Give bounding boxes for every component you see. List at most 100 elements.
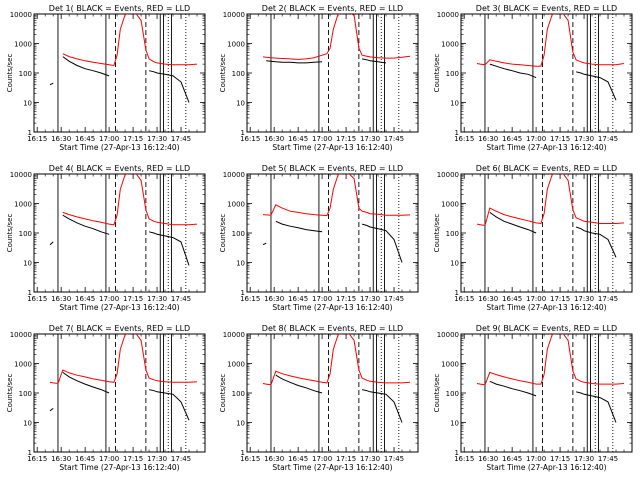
x-tick-label: 17:45 bbox=[598, 295, 618, 303]
detector-panel-7: Det 7( BLACK = Events, RED = LLD 1 10 100 10… bbox=[6, 324, 206, 472]
x-axis-label: Start Time (27-Apr-13 16:12:40) bbox=[59, 303, 179, 312]
y-tick-label: 10 bbox=[236, 420, 245, 428]
y-tick-label: 10 bbox=[23, 420, 32, 428]
y-axis-label: Counts/sec bbox=[219, 374, 227, 413]
x-tick-label: 16:45 bbox=[288, 135, 308, 143]
x-tick-label: 17:45 bbox=[384, 295, 404, 303]
y-tick-label: 1 bbox=[28, 129, 32, 137]
y-tick-label: 10000 bbox=[437, 11, 459, 19]
y-axis-label: Counts/sec bbox=[433, 214, 441, 253]
panel-title: Det 4( BLACK = Events, RED = LLD bbox=[49, 164, 190, 173]
x-tick-label: 16:45 bbox=[502, 135, 522, 143]
y-axis-label: Counts/sec bbox=[219, 214, 227, 253]
x-tick-label: 16:15 bbox=[27, 295, 47, 303]
x-tick-label: 16:15 bbox=[454, 455, 474, 463]
x-tick-label: 16:15 bbox=[454, 295, 474, 303]
x-tick-label: 16:30 bbox=[478, 455, 498, 463]
y-tick-label: 100 bbox=[232, 390, 245, 398]
x-tick-label: 17:15 bbox=[336, 295, 356, 303]
events-series-line bbox=[49, 371, 190, 421]
y-tick-label: 1 bbox=[455, 449, 459, 457]
x-tick-label: 17:00 bbox=[99, 455, 119, 463]
y-tick-label: 1000 bbox=[227, 201, 245, 209]
lld-series-line bbox=[476, 14, 625, 67]
y-tick-label: 1000 bbox=[14, 201, 32, 209]
y-tick-label: 1000 bbox=[227, 41, 245, 49]
y-tick-label: 100 bbox=[232, 230, 245, 238]
events-series-line bbox=[49, 56, 190, 103]
lld-series-line bbox=[476, 334, 625, 386]
y-axis-label: Counts/sec bbox=[6, 374, 14, 413]
plot-frame bbox=[460, 13, 633, 133]
x-tick-label: 16:15 bbox=[240, 135, 260, 143]
panel-title: Det 6( BLACK = Events, RED = LLD bbox=[476, 164, 617, 173]
x-axis-label: Start Time (27-Apr-13 16:12:40) bbox=[486, 303, 606, 312]
x-tick-label: 17:00 bbox=[312, 295, 332, 303]
x-axis-label: Start Time (27-Apr-13 16:12:40) bbox=[272, 143, 392, 152]
detector-panel-6: Det 6( BLACK = Events, RED = LLD 1 10 100 10… bbox=[433, 164, 633, 312]
x-tick-label: 17:00 bbox=[312, 135, 332, 143]
x-tick-label: 17:30 bbox=[574, 295, 594, 303]
panel-title: Det 8( BLACK = Events, RED = LLD bbox=[262, 324, 403, 333]
y-tick-label: 10000 bbox=[223, 331, 245, 339]
y-tick-label: 10 bbox=[450, 260, 459, 268]
y-tick-label: 100 bbox=[446, 230, 459, 238]
x-tick-label: 16:15 bbox=[240, 455, 260, 463]
x-tick-label: 17:45 bbox=[171, 135, 191, 143]
y-tick-label: 100 bbox=[19, 230, 32, 238]
y-tick-label: 10000 bbox=[437, 331, 459, 339]
lld-series-line bbox=[262, 174, 411, 217]
x-tick-label: 16:45 bbox=[75, 295, 95, 303]
detector-panel-9: Det 9( BLACK = Events, RED = LLD 1 10 100 10… bbox=[433, 324, 633, 472]
detector-panel-8: Det 8( BLACK = Events, RED = LLD 1 10 100 10… bbox=[219, 324, 419, 472]
x-tick-label: 17:30 bbox=[574, 455, 594, 463]
y-tick-label: 10 bbox=[23, 260, 32, 268]
y-tick-label: 10000 bbox=[10, 331, 32, 339]
y-tick-label: 1 bbox=[241, 289, 245, 297]
x-tick-label: 16:15 bbox=[27, 455, 47, 463]
plot-frame bbox=[33, 173, 206, 293]
y-tick-label: 10 bbox=[450, 100, 459, 108]
events-series-line bbox=[489, 380, 617, 423]
x-axis-label: Start Time (27-Apr-13 16:12:40) bbox=[486, 463, 606, 472]
y-tick-label: 1000 bbox=[441, 361, 459, 369]
x-tick-label: 17:15 bbox=[550, 295, 570, 303]
y-tick-label: 10000 bbox=[223, 11, 245, 19]
x-tick-label: 16:45 bbox=[502, 295, 522, 303]
x-tick-label: 17:30 bbox=[574, 135, 594, 143]
y-axis-label: Counts/sec bbox=[6, 54, 14, 93]
x-tick-label: 17:30 bbox=[147, 295, 167, 303]
x-tick-label: 17:30 bbox=[147, 135, 167, 143]
lld-series-line bbox=[476, 174, 625, 227]
lld-series-line bbox=[62, 174, 198, 226]
plot-frame bbox=[33, 13, 206, 133]
y-tick-label: 1 bbox=[241, 129, 245, 137]
y-tick-label: 1000 bbox=[14, 41, 32, 49]
events-series-line bbox=[489, 63, 617, 101]
panel-title: Det 9( BLACK = Events, RED = LLD bbox=[476, 324, 617, 333]
x-tick-label: 17:45 bbox=[171, 455, 191, 463]
x-tick-label: 16:15 bbox=[240, 295, 260, 303]
x-tick-label: 17:00 bbox=[526, 295, 546, 303]
panel-title: Det 2( BLACK = Events, RED = LLD bbox=[262, 4, 403, 13]
x-tick-label: 17:15 bbox=[123, 295, 143, 303]
y-tick-label: 1000 bbox=[441, 201, 459, 209]
events-series-line bbox=[49, 214, 190, 266]
x-tick-label: 16:45 bbox=[75, 455, 95, 463]
y-tick-label: 1 bbox=[455, 289, 459, 297]
x-tick-label: 16:45 bbox=[75, 135, 95, 143]
y-tick-label: 1 bbox=[28, 289, 32, 297]
x-tick-label: 17:30 bbox=[147, 455, 167, 463]
x-tick-label: 16:45 bbox=[502, 455, 522, 463]
x-tick-label: 16:30 bbox=[264, 455, 284, 463]
y-tick-label: 1000 bbox=[441, 41, 459, 49]
plot-frame bbox=[460, 333, 633, 453]
y-axis-label: Counts/sec bbox=[433, 374, 441, 413]
x-tick-label: 16:30 bbox=[51, 135, 71, 143]
x-tick-label: 16:30 bbox=[264, 135, 284, 143]
x-tick-label: 17:15 bbox=[550, 455, 570, 463]
y-axis-label: Counts/sec bbox=[219, 54, 227, 93]
x-tick-label: 17:15 bbox=[336, 455, 356, 463]
x-tick-label: 17:00 bbox=[99, 135, 119, 143]
